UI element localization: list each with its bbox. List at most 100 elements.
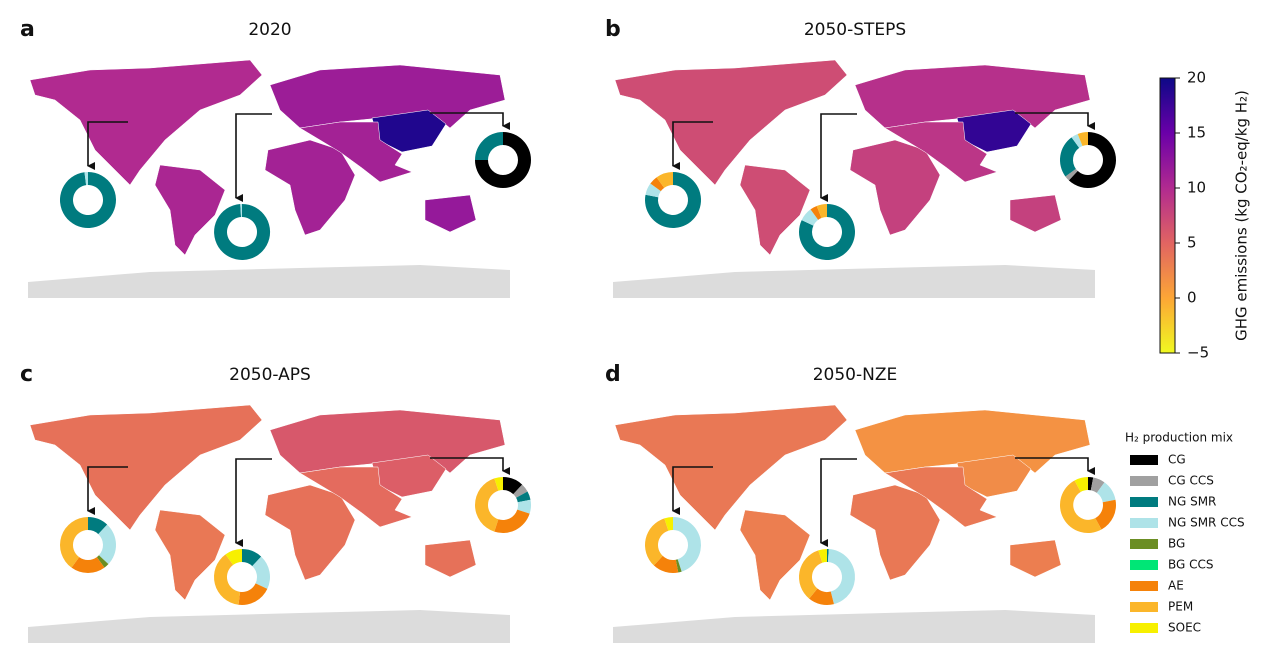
- region: [849, 139, 941, 236]
- donut-segment: [240, 204, 242, 218]
- antarctica: [28, 265, 510, 298]
- donut-segment: [675, 559, 682, 573]
- donut-segment: [1090, 477, 1105, 493]
- legend-swatch: [1130, 581, 1158, 591]
- region: [154, 164, 226, 256]
- panel-title: 2050-APS: [229, 365, 311, 385]
- donut-segment: [816, 204, 827, 219]
- arrow: [672, 121, 713, 170]
- arrow: [820, 113, 857, 202]
- donut-segment: [88, 517, 108, 535]
- donut-segment: [98, 524, 117, 565]
- colorbar-tick-label: 15: [1187, 124, 1206, 142]
- legend-label: NG SMR CCS: [1168, 516, 1245, 530]
- region: [424, 194, 477, 233]
- donut-segment: [503, 477, 523, 495]
- arrow: [672, 466, 713, 515]
- donut-segment: [1060, 137, 1080, 177]
- antarctica: [613, 610, 1095, 643]
- colorbar-tick-label: 20: [1187, 69, 1206, 87]
- donut-segment: [1096, 482, 1116, 503]
- arrow: [820, 458, 857, 547]
- legend-swatch: [1130, 623, 1158, 633]
- region: [299, 466, 413, 528]
- region: [29, 59, 263, 186]
- arrow: [1015, 112, 1095, 130]
- donut-segment: [798, 204, 855, 261]
- donut-segment: [644, 518, 669, 566]
- panel-title: 2050-STEPS: [804, 20, 906, 40]
- region: [299, 121, 413, 183]
- legend-swatch: [1130, 539, 1158, 549]
- legend-swatch: [1130, 476, 1158, 486]
- donut-segment: [1059, 480, 1102, 534]
- donut-segment: [650, 177, 665, 192]
- donut-segment: [799, 550, 823, 599]
- donut-segment: [225, 549, 242, 565]
- colorbar-tick-label: −5: [1187, 344, 1209, 362]
- donut-segment: [1095, 499, 1116, 530]
- region: [614, 59, 848, 186]
- panel-title: 2020: [248, 20, 291, 40]
- legend-label: PEM: [1168, 600, 1193, 614]
- donut-segment: [96, 555, 109, 568]
- donut-segment: [664, 517, 673, 531]
- region: [154, 509, 226, 601]
- region: [614, 404, 848, 531]
- region: [1009, 539, 1062, 578]
- legend-label: CG CCS: [1168, 474, 1214, 488]
- panel: a 2020: [20, 17, 531, 298]
- panel-letter: b: [605, 17, 621, 42]
- region: [424, 539, 477, 578]
- legend-title: H₂ production mix: [1125, 431, 1233, 445]
- donut-segment: [494, 477, 503, 491]
- panel-letter: d: [605, 362, 621, 387]
- arrow: [235, 113, 272, 202]
- donut-segment: [801, 209, 819, 226]
- donut-segment: [84, 172, 88, 186]
- donut-segment: [214, 203, 271, 260]
- region: [739, 164, 811, 256]
- arrow: [1015, 457, 1095, 475]
- donut-segment: [1065, 168, 1078, 181]
- region: [884, 121, 998, 183]
- donut-segment: [827, 549, 829, 563]
- legend-label: SOEC: [1168, 621, 1201, 635]
- donut-segment: [1068, 132, 1116, 188]
- panel: c 2050-APS: [20, 362, 531, 643]
- donut-segment: [673, 517, 701, 572]
- donut-segment: [827, 549, 855, 605]
- antarctica: [613, 265, 1095, 298]
- panel-letter: c: [20, 362, 33, 387]
- donut-segment: [475, 478, 499, 532]
- panel-title: 2050-NZE: [813, 365, 898, 385]
- legend-swatch: [1130, 602, 1158, 612]
- region: [849, 484, 941, 581]
- donut-segment: [214, 554, 241, 605]
- colorbar-tick-label: 0: [1187, 289, 1197, 307]
- donut-segment: [513, 484, 528, 498]
- donut-segment: [810, 205, 822, 220]
- legend-label: AE: [1168, 579, 1184, 593]
- donut-segment: [238, 583, 268, 606]
- colorbar-label: GHG emissions (kg CO₂-eq/kg H₂): [1233, 90, 1251, 341]
- region: [264, 484, 356, 581]
- donut-segment: [1071, 133, 1083, 148]
- donut-segment: [809, 588, 834, 605]
- region: [264, 139, 356, 236]
- donut-segment: [494, 509, 530, 533]
- region: [739, 509, 811, 601]
- legend-label: BG CCS: [1168, 558, 1214, 572]
- donut-segment: [656, 172, 673, 188]
- donut-segment: [475, 132, 503, 160]
- legend-swatch: [1130, 518, 1158, 528]
- donut-segment: [1088, 477, 1094, 491]
- colorbar-tick-label: 10: [1187, 179, 1206, 197]
- donut-segment: [645, 172, 702, 228]
- panel: d 2050-NZE: [605, 362, 1116, 643]
- panel: b 2050-STEPS: [605, 17, 1116, 298]
- region: [884, 466, 998, 528]
- donut-segment: [818, 549, 827, 563]
- arrow: [87, 121, 128, 170]
